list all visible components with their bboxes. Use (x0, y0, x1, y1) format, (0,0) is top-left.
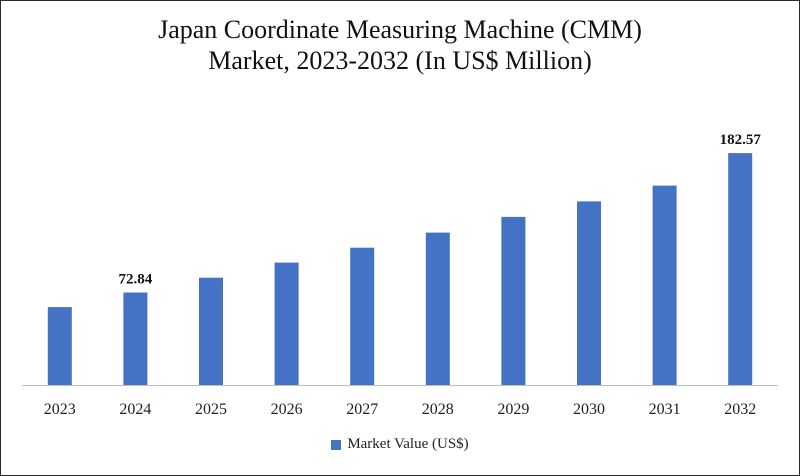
bar-2024 (123, 292, 148, 385)
x-tick-label-2032: 2032 (724, 401, 756, 418)
legend-swatch (331, 439, 342, 450)
data-labels: 72.84 182.57 (119, 132, 762, 287)
bar-2031 (652, 185, 677, 385)
bar-2030 (577, 201, 601, 385)
x-tick-label-2031: 2031 (649, 401, 681, 418)
bar-series (47, 153, 753, 385)
bar-2025 (199, 277, 223, 385)
bar-2029 (501, 216, 526, 385)
chart-title-line-2: Market, 2023-2032 (In US$ Million) (208, 46, 592, 75)
chart-title: Japan Coordinate Measuring Machine (CMM)… (0, 14, 800, 76)
x-tick-label-2029: 2029 (497, 401, 529, 418)
legend: Market Value (US$) (0, 436, 800, 453)
x-tick-label-2027: 2027 (346, 401, 378, 418)
x-tick-labels: 2023 2024 2025 2026 2027 2028 2029 2030 2031 2032 (44, 401, 756, 418)
x-tick-label-2028: 2028 (422, 401, 454, 418)
bar-2028 (425, 232, 450, 385)
data-label-2032: 182.57 (720, 132, 762, 148)
chart-title-line-1: Japan Coordinate Measuring Machine (CMM) (158, 15, 642, 44)
x-tick-label-2030: 2030 (573, 401, 605, 418)
bar-2026 (274, 262, 299, 385)
x-tick-label-2024: 2024 (119, 401, 151, 418)
x-tick-label-2023: 2023 (44, 401, 76, 418)
x-tick-label-2025: 2025 (195, 401, 227, 418)
bar-2023 (47, 307, 72, 385)
legend-label: Market Value (US$) (347, 436, 469, 452)
data-label-2024: 72.84 (119, 272, 153, 288)
x-tick-label-2026: 2026 (271, 401, 303, 418)
bar-2027 (350, 247, 375, 385)
bar-2032 (728, 153, 753, 385)
